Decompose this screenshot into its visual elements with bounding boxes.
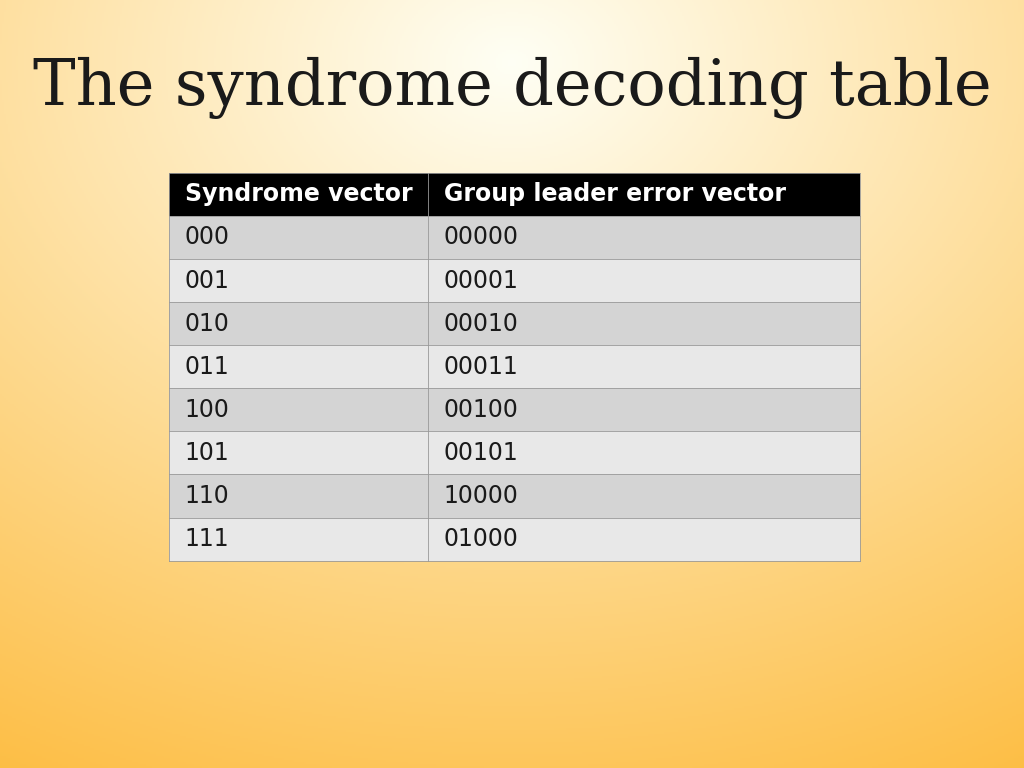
Text: 00100: 00100	[443, 398, 518, 422]
Text: 111: 111	[184, 527, 229, 551]
Bar	[169, 432, 428, 475]
Bar	[428, 216, 860, 259]
Text: 00011: 00011	[443, 355, 518, 379]
Bar	[169, 518, 428, 561]
Bar	[428, 345, 860, 389]
Text: 011: 011	[184, 355, 229, 379]
Text: The syndrome decoding table: The syndrome decoding table	[33, 58, 991, 119]
Bar	[428, 432, 860, 475]
Bar	[169, 216, 428, 259]
Text: 100: 100	[184, 398, 229, 422]
Text: 10000: 10000	[443, 484, 518, 508]
Bar	[169, 475, 428, 518]
Bar	[428, 389, 860, 432]
Text: 001: 001	[184, 269, 229, 293]
Bar	[169, 345, 428, 389]
Bar	[169, 259, 428, 302]
Bar	[428, 518, 860, 561]
Bar	[428, 302, 860, 345]
Text: 101: 101	[184, 441, 229, 465]
Text: 00001: 00001	[443, 269, 518, 293]
Bar	[169, 302, 428, 345]
Bar	[428, 259, 860, 302]
Text: Group leader error vector: Group leader error vector	[443, 182, 785, 207]
Text: 010: 010	[184, 312, 229, 336]
Bar	[169, 173, 428, 216]
Text: 00000: 00000	[443, 226, 519, 250]
Text: 110: 110	[184, 484, 229, 508]
Bar	[428, 475, 860, 518]
Text: 000: 000	[184, 226, 229, 250]
Text: Syndrome vector: Syndrome vector	[184, 182, 412, 207]
Text: 01000: 01000	[443, 527, 518, 551]
Bar	[428, 173, 860, 216]
Text: 00101: 00101	[443, 441, 518, 465]
Bar	[169, 389, 428, 432]
Text: 00010: 00010	[443, 312, 518, 336]
